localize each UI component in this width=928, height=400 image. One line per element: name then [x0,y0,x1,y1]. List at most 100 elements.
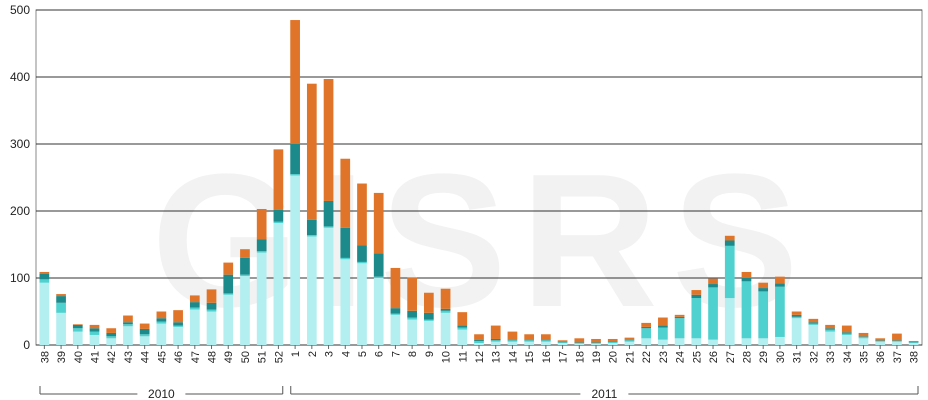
bar-segment [791,316,802,319]
x-tick-label: 27 [725,351,737,363]
bar-segment [775,276,785,284]
bar-segment [424,320,434,345]
bar-segment [541,340,551,342]
bar-segment [841,332,852,334]
bar-segment [223,294,234,345]
bar-segment [390,267,401,309]
bar-segment [875,338,886,341]
bar-segment [89,328,100,332]
bar-segment [123,324,133,327]
bar-segment [507,340,518,342]
x-tick-label: 45 [156,351,168,363]
x-tick-label: 14 [507,351,519,363]
x-tick-label: 30 [775,351,787,363]
y-tick-label: 0 [23,338,30,352]
bar-segment [691,298,702,339]
bar-segment [624,340,635,342]
bar-segment [574,342,585,344]
bar-segment [206,311,217,345]
x-tick-label: 31 [792,351,804,363]
x-tick-label: 29 [758,351,770,363]
bar-segment [440,312,451,345]
bar-segment [892,333,902,341]
x-tick-label: 2 [307,351,319,357]
bar-segment [674,318,685,339]
x-tick-label: 49 [223,351,235,363]
bar-segment [390,308,401,314]
year-label: 2010 [148,387,175,400]
x-tick-label: 4 [340,351,352,357]
bar-segment [56,294,66,297]
bar-segment [273,149,284,210]
bar-segment [340,257,351,260]
x-tick-label: 9 [424,351,436,357]
bar-segment [373,192,384,254]
bar-segment [607,338,618,341]
bar-segment [189,309,200,345]
bar-segment [72,328,83,332]
bar-segment [825,329,835,332]
x-tick-label: 38 [909,351,921,363]
bar-segment [507,341,518,345]
bar-segment [223,274,234,294]
bar-segment [206,302,217,310]
x-tick-label: 37 [892,351,904,363]
bar-segment [407,319,417,345]
bar-segment [825,331,835,345]
bar-segment [340,227,351,258]
bar-segment [106,336,117,339]
x-tick-label: 21 [624,351,636,363]
bar-segment [708,278,718,285]
bar-segment [39,282,50,345]
bar-segment [624,337,635,340]
bar-segment [72,324,83,329]
bar-segment [724,298,735,345]
bar-segment [674,338,685,345]
bar-segment [256,208,267,240]
bar-segment [541,341,551,345]
bar-segment [123,315,133,323]
x-tick-label: 17 [558,351,570,363]
bar-segment [808,322,819,324]
bar-segment [791,314,802,317]
bar-segment [56,302,66,313]
bar-segment [791,318,802,345]
bar-segment [106,328,117,333]
bar-segment [791,311,802,315]
x-tick-label: 44 [140,351,152,363]
x-tick-label: 12 [474,351,486,363]
bar-segment [173,325,183,327]
bar-segment [858,336,869,337]
bar-segment [724,245,735,299]
bar-segment [892,340,902,342]
bar-segment [89,334,100,345]
bar-segment [223,262,234,275]
bar-segment [123,322,133,325]
bar-segment [390,313,401,315]
bar-segment [607,341,618,343]
bar-segment [591,342,601,343]
x-tick-label: 35 [858,351,870,363]
bar-segment [708,284,718,288]
bar-segment [189,295,200,303]
bar-segment [741,281,752,339]
x-tick-label: 5 [357,351,369,357]
x-tick-label: 26 [708,351,720,363]
bar-segment [123,326,133,345]
bar-segment [173,310,183,323]
bar-segment [892,340,902,341]
bar-segment [674,316,685,319]
x-tick-label: 18 [574,351,586,363]
bar-segment [691,294,702,299]
y-tick-label: 500 [10,3,30,17]
bar-segment [139,323,150,329]
bar-segment [173,322,183,326]
bar-segment [357,263,367,345]
bar-segment [741,271,752,278]
bar-segment [474,340,484,343]
bar-segment [574,338,585,343]
bar-segment [607,340,618,342]
bar-segment [557,340,568,342]
bar-segment [56,296,66,303]
